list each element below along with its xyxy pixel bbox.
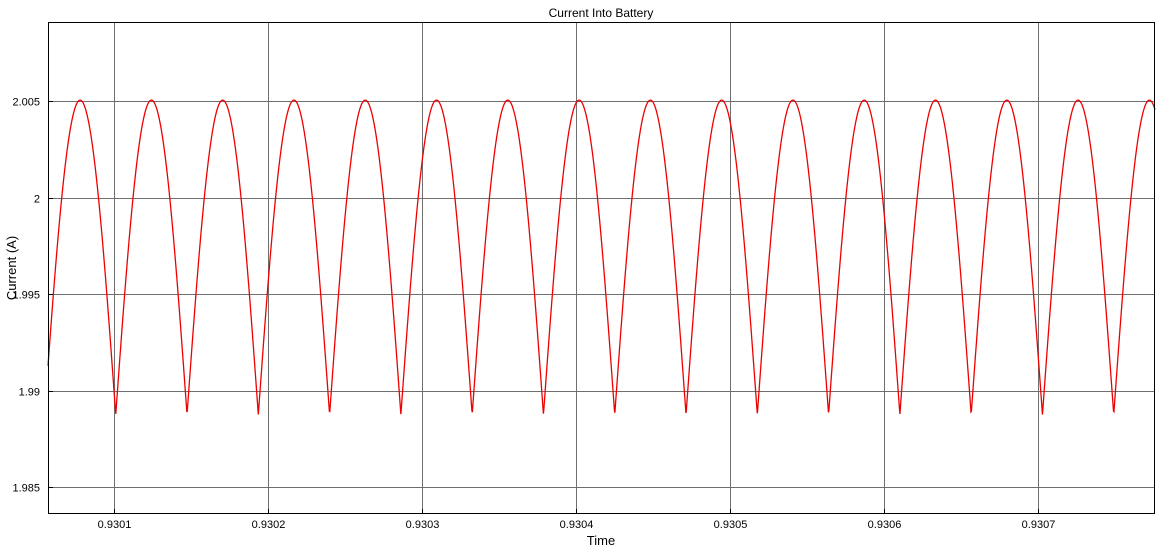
x-tick-label: 0.9307 bbox=[1022, 519, 1056, 531]
y-tick-label: 1.985 bbox=[12, 483, 40, 495]
y-tick-label: 2 bbox=[34, 194, 40, 206]
x-tick-label: 0.9302 bbox=[252, 519, 286, 531]
x-tick-label: 0.9304 bbox=[560, 519, 594, 531]
plot-area bbox=[48, 22, 1155, 514]
y-tick-label: 1.99 bbox=[19, 387, 40, 399]
y-tick-label: 2.005 bbox=[12, 97, 40, 109]
x-tick-label: 0.9305 bbox=[714, 519, 748, 531]
x-axis-label: Time bbox=[587, 533, 615, 548]
y-axis-label: Current (A) bbox=[4, 236, 19, 300]
x-tick-label: 0.9306 bbox=[868, 519, 902, 531]
chart-title: Current Into Battery bbox=[549, 6, 654, 20]
x-tick-label: 0.9301 bbox=[98, 519, 132, 531]
x-tick-label: 0.9303 bbox=[406, 519, 440, 531]
